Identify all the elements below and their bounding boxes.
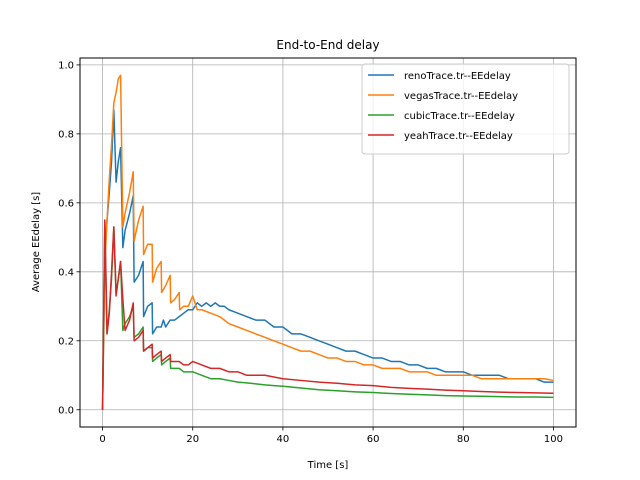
- y-axis-label: Average EEdelay [s]: [31, 192, 42, 292]
- legend-entry: renoTrace.tr--EEdelay: [404, 71, 511, 82]
- y-tick-label: 1.0: [58, 60, 74, 71]
- x-tick-label: 20: [186, 434, 199, 445]
- y-tick-label: 0.4: [58, 267, 74, 278]
- x-tick-label: 40: [277, 434, 290, 445]
- x-tick-label: 0: [99, 434, 105, 445]
- series-layer: [101, 74, 554, 410]
- y-tick-label: 0.0: [58, 405, 74, 416]
- y-tick-label: 0.6: [58, 198, 74, 209]
- legend: renoTrace.tr--EEdelay vegasTrace.tr--EEde…: [361, 63, 570, 155]
- series-line-2: [101, 219, 554, 410]
- series-line-1: [101, 74, 554, 410]
- x-tick-label: 60: [367, 434, 380, 445]
- x-tick-label: 80: [457, 434, 470, 445]
- x-axis: 0 20 40 60 80 100: [99, 427, 563, 445]
- y-axis: 0.0 0.2 0.4 0.6 0.8 1.0: [58, 60, 80, 416]
- y-tick-label: 0.2: [58, 336, 74, 347]
- legend-entry: yeahTrace.tr--EEdelay: [404, 131, 513, 142]
- x-tick-label: 100: [544, 434, 563, 445]
- series-line-3: [101, 219, 554, 410]
- legend-entry: vegasTrace.tr--EEdelay: [404, 91, 518, 102]
- chart-title: End-to-End delay: [276, 38, 379, 52]
- x-axis-label: Time [s]: [307, 460, 349, 471]
- legend-entry: cubicTrace.tr--EEdelay: [404, 111, 515, 122]
- y-tick-label: 0.8: [58, 129, 74, 140]
- plot-frame: [79, 57, 577, 428]
- legend-box: [361, 63, 570, 155]
